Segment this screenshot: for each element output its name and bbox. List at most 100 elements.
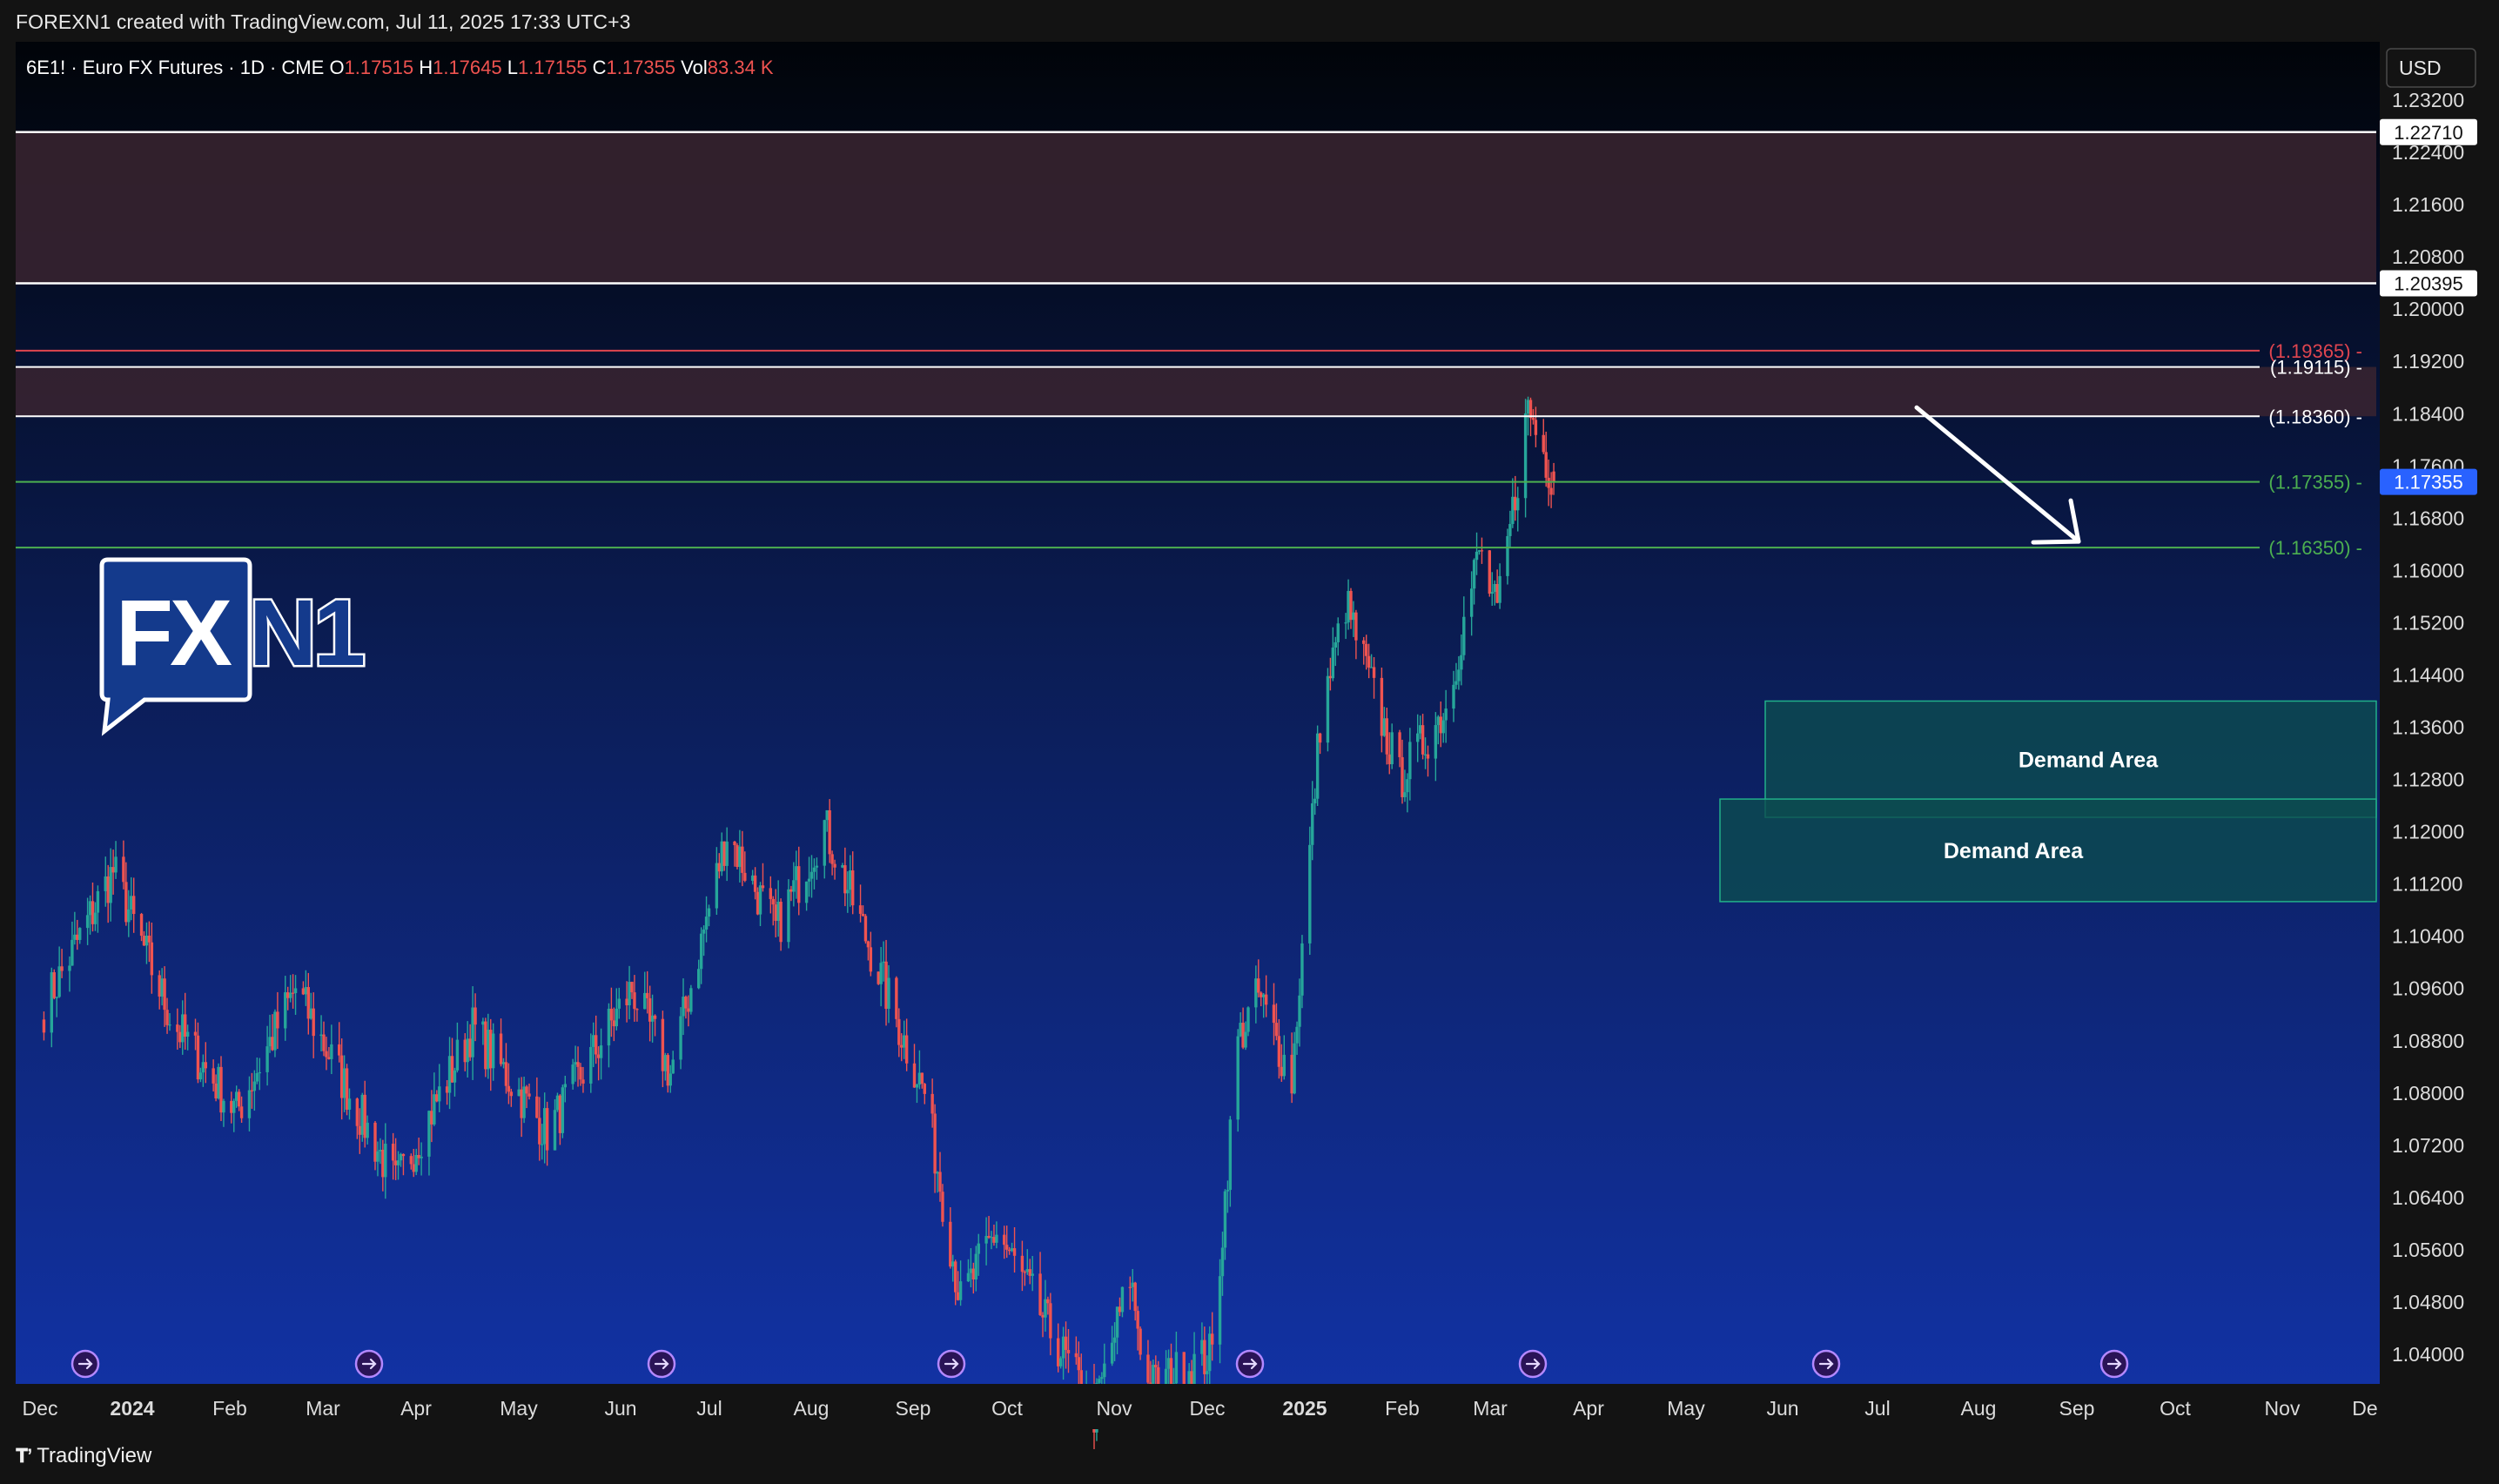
candle-body: [697, 969, 701, 989]
candle-body: [139, 914, 144, 937]
candle-body: [538, 1118, 541, 1145]
candle-body: [541, 1144, 544, 1145]
candle-body: [779, 902, 783, 943]
economic-event-marker[interactable]: [2099, 1349, 2129, 1379]
candle-body: [558, 1095, 562, 1133]
logo-badge: [99, 557, 252, 736]
economic-event-marker[interactable]: [354, 1349, 384, 1379]
candle-body: [1166, 1358, 1171, 1369]
candle-body: [823, 820, 826, 866]
level-price-badge: [2380, 118, 2477, 145]
snapshot-caption: FOREXN1 created with TradingView.com, Ju…: [16, 10, 631, 33]
x-tick-label: Mar: [1473, 1397, 1508, 1420]
y-tick-label: 1.20000: [2392, 298, 2464, 320]
candle-body: [509, 1091, 514, 1097]
candle-body: [553, 1110, 557, 1151]
candle-body: [1061, 1336, 1065, 1359]
time-axis[interactable]: [16, 1384, 2380, 1429]
event-arrow-icon: [1818, 1358, 1834, 1370]
demand-zone-label: Demand Area: [1944, 839, 2084, 863]
candle-body: [841, 865, 844, 868]
candle-body: [114, 856, 118, 873]
candle-body: [592, 1035, 595, 1047]
event-arrow-icon: [654, 1358, 669, 1370]
candle-body: [433, 1094, 436, 1125]
candle-body: [525, 1086, 528, 1094]
candle-body: [699, 933, 703, 970]
candle-body: [1493, 584, 1496, 593]
economic-event-marker[interactable]: [647, 1349, 676, 1379]
candle-body: [247, 1090, 252, 1118]
candle-body: [379, 1149, 382, 1152]
candle-body: [933, 1113, 937, 1174]
tradingview-brand[interactable]: 𝐓’ TradingView: [16, 1443, 151, 1469]
economic-event-marker[interactable]: [1811, 1349, 1841, 1379]
candle-body: [1490, 592, 1494, 594]
candle-body: [1203, 1340, 1206, 1374]
candle-body: [861, 913, 865, 917]
candle-body: [1254, 978, 1258, 1008]
candle-body: [447, 1056, 452, 1093]
candle-body: [427, 1111, 431, 1157]
candle-body: [1333, 641, 1337, 648]
tradingview-logo-icon: 𝐓’: [16, 1445, 32, 1467]
candle-body: [1506, 535, 1509, 576]
y-tick-label: 1.06400: [2392, 1186, 2464, 1209]
candle-body: [1025, 1269, 1029, 1272]
candle-body: [339, 1055, 344, 1098]
y-tick-label: 1.16800: [2392, 507, 2464, 529]
candle-body: [1049, 1303, 1052, 1339]
candle-body: [987, 1236, 991, 1238]
candle-body: [1131, 1282, 1134, 1287]
candle-body: [181, 1014, 185, 1043]
x-tick-label: Aug: [794, 1397, 830, 1420]
x-tick-label: Sep: [896, 1397, 931, 1420]
symbol-legend[interactable]: 6E1! · Euro FX Futures · 1D · CME O1.175…: [26, 57, 774, 78]
candle-body: [347, 1098, 352, 1110]
candle-body: [1406, 779, 1409, 793]
currency-button[interactable]: [2386, 48, 2476, 88]
candle-body: [85, 915, 90, 929]
projection-arrow[interactable]: [1914, 405, 2081, 544]
candle-body: [776, 902, 780, 921]
candle-body: [71, 939, 74, 966]
level-line-label: (1.17355) -: [2268, 472, 2362, 494]
economic-event-marker[interactable]: [71, 1349, 100, 1379]
candle-body: [625, 998, 628, 1006]
candle-body: [812, 867, 816, 872]
economic-event-marker[interactable]: [937, 1349, 966, 1379]
candle-body: [545, 1108, 549, 1151]
candle-body: [163, 978, 166, 1011]
candle-body: [293, 988, 298, 993]
demand-zone-label: Demand Area: [2019, 748, 2159, 772]
economic-event-marker[interactable]: [1235, 1349, 1265, 1379]
economic-event-marker[interactable]: [1518, 1349, 1548, 1379]
candle-body: [489, 1030, 493, 1069]
candle-body: [1218, 1276, 1222, 1345]
candle-body: [1441, 720, 1445, 734]
candle-body: [109, 867, 112, 903]
demand-zone[interactable]: [1719, 798, 2377, 903]
candle-body: [917, 1072, 922, 1085]
candle-body: [150, 942, 154, 976]
x-tick-label: 2024: [110, 1397, 154, 1420]
candle-body: [966, 1272, 971, 1282]
candle-body: [338, 1044, 341, 1056]
candle-body: [111, 867, 115, 873]
candle-body: [704, 917, 709, 930]
candle-body: [787, 889, 790, 943]
candle-body: [1169, 1358, 1173, 1394]
candle-body: [1110, 1342, 1114, 1364]
candle-body: [122, 856, 125, 883]
candle-body: [1293, 1043, 1296, 1094]
candle-body: [804, 881, 809, 903]
candle-body: [1511, 496, 1515, 525]
candle-body: [1295, 1026, 1299, 1044]
resistance-band: [16, 366, 2376, 417]
demand-zone[interactable]: [1764, 700, 2377, 818]
candle-body: [1274, 1023, 1279, 1037]
candle-body: [1416, 733, 1420, 742]
candle-body: [268, 1037, 272, 1047]
